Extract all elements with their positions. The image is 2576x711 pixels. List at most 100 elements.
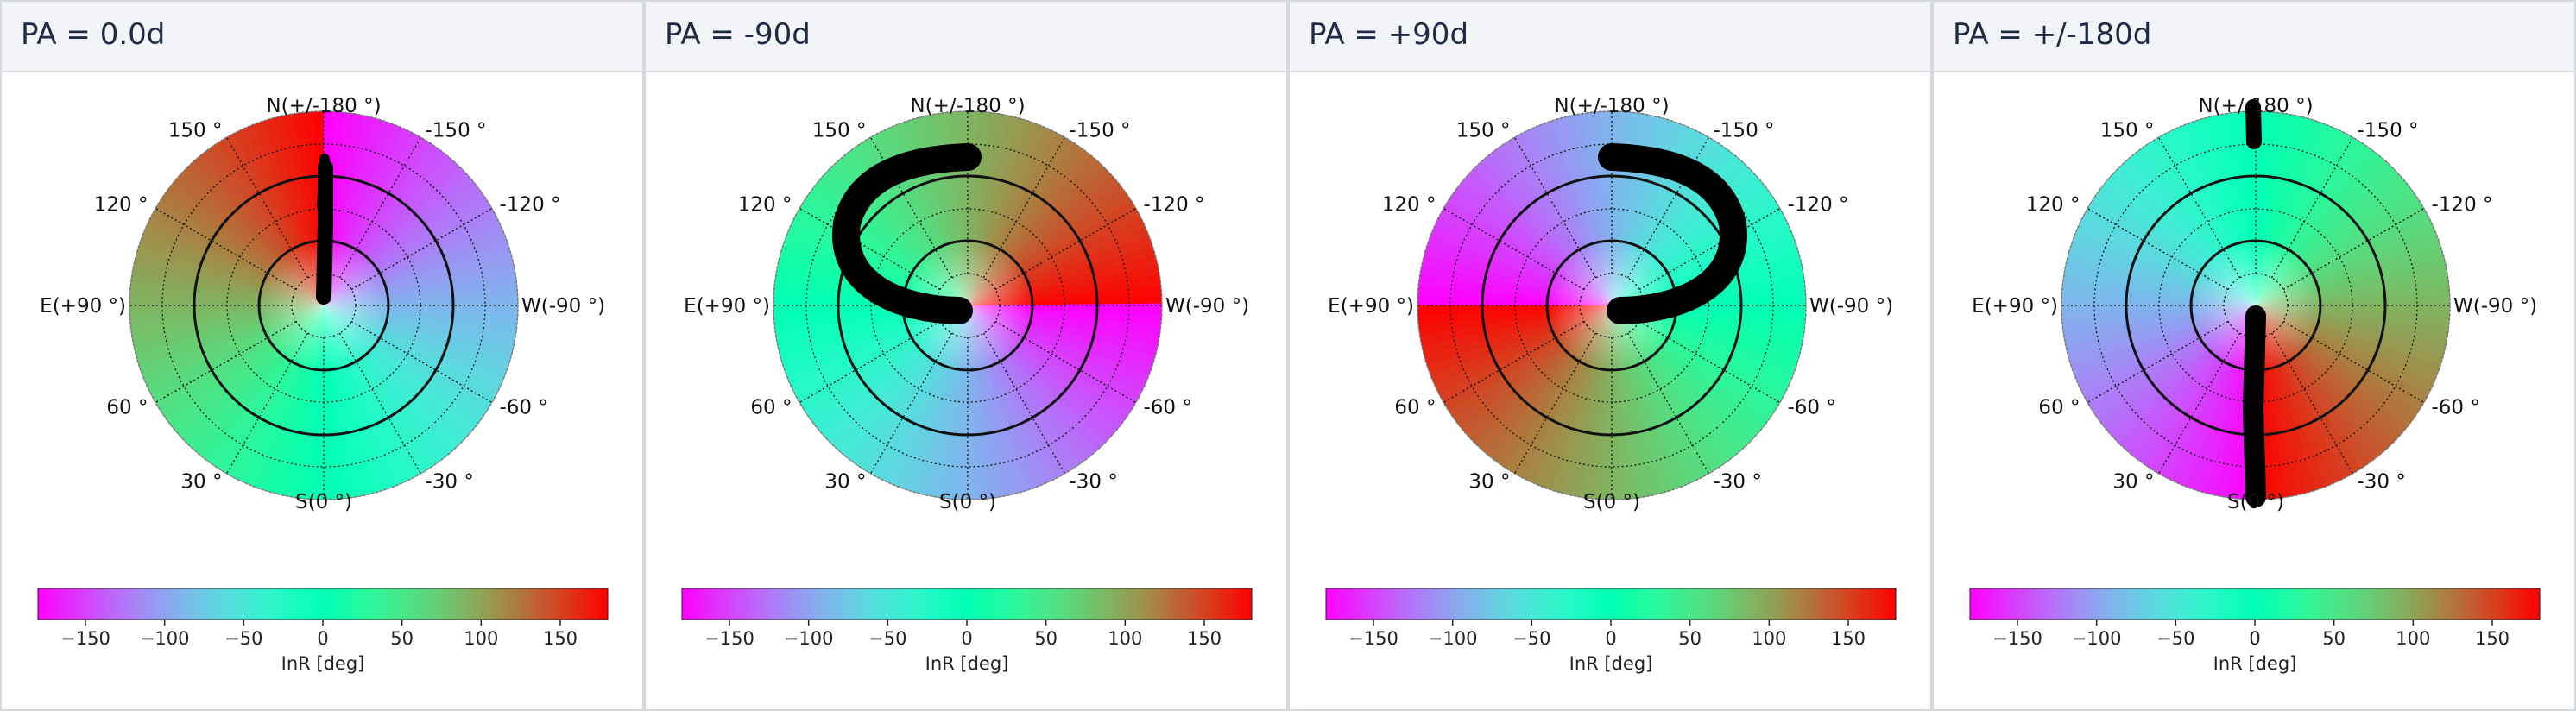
colorbar-tick-label: 0	[317, 628, 328, 649]
spoke-line	[2087, 320, 2229, 404]
colorbar-tick-label: 150	[543, 628, 578, 649]
label-west: W(-90 °)	[2453, 295, 2537, 318]
panel-header: PA = -90d	[646, 2, 1286, 72]
angle-label: -150 °	[426, 120, 487, 142]
colorbar-tick-label: −50	[2156, 628, 2194, 649]
label-south: S(0 °)	[1583, 491, 1640, 513]
label-west: W(-90 °)	[521, 295, 605, 318]
panel-pa-0: PA = 0.0d N(+/-180 °) S(0 °) E(+90 °) W(-90…	[0, 0, 644, 711]
angle-label: -30 °	[1714, 471, 1762, 494]
label-south: S(0 °)	[2227, 491, 2284, 513]
angle-label: 150 °	[812, 120, 867, 142]
angle-label: 60 °	[2038, 397, 2080, 419]
angle-label: 30 °	[2112, 471, 2154, 494]
angle-label: -60 °	[1788, 397, 1836, 419]
spoke-line	[338, 332, 422, 475]
colorbar	[1325, 588, 1897, 620]
track-path	[317, 154, 330, 211]
angle-label: -30 °	[2358, 471, 2406, 494]
angle-label: 60 °	[750, 397, 792, 419]
colorbar-tick-label: −100	[140, 628, 190, 649]
colorbar-tick-label: 100	[1108, 628, 1142, 649]
colorbar	[681, 588, 1253, 620]
colorbar	[37, 588, 609, 620]
panel-pa-plus-90: PA = +90d N(+/-180 °) S(0 °) E(+90 °) W(-90…	[1288, 0, 1932, 711]
track-path	[1598, 143, 1747, 324]
colorbar	[1969, 588, 2541, 620]
colorbar-tick-label: −100	[1428, 628, 1478, 649]
spoke-line	[1513, 332, 1597, 475]
panel-title: PA = -90d	[665, 17, 811, 52]
polar-chart-svg: N(+/-180 °) S(0 °) E(+90 °) W(-90 °) 150 ° -1…	[1325, 95, 1897, 674]
angle-label: -60 °	[1144, 397, 1192, 419]
spoke-line	[155, 320, 297, 404]
spoke-line	[2087, 207, 2229, 291]
label-west: W(-90 °)	[1165, 295, 1249, 318]
spoke-line	[1638, 320, 1781, 404]
angle-label: -60 °	[500, 397, 548, 419]
telescope-track	[316, 154, 333, 305]
panel-header: PA = +/-180d	[1934, 2, 2574, 72]
spoke-line	[2282, 207, 2425, 291]
angle-label: -60 °	[2432, 397, 2480, 419]
spoke-line	[350, 207, 493, 291]
spoke-line	[982, 136, 1066, 279]
label-east: E(+90 °)	[1328, 295, 1414, 318]
colorbar-tick-label: −100	[2072, 628, 2122, 649]
colorbar-tick-label: 50	[2322, 628, 2346, 649]
panel-pa-180: PA = +/-180d N(+/-180 °) S(0 °) E(+90 °) W(…	[1932, 0, 2576, 711]
polar-chart-svg: N(+/-180 °) S(0 °) E(+90 °) W(-90 °) 150 ° -1…	[1969, 95, 2541, 674]
outer-ring	[1417, 110, 1807, 500]
label-north: N(+/-180 °)	[1554, 95, 1669, 117]
spoke-line	[994, 320, 1137, 404]
center-fade	[129, 111, 518, 500]
colorbar-tick-label: −100	[784, 628, 834, 649]
polar-grid	[1417, 110, 1807, 500]
spoke-line	[338, 136, 422, 279]
spoke-line	[2270, 332, 2354, 475]
spoke-line	[1513, 136, 1597, 279]
label-east: E(+90 °)	[40, 295, 126, 318]
track-path	[2243, 305, 2266, 507]
angle-label: -150 °	[1070, 120, 1131, 142]
panel-title: PA = +90d	[1309, 17, 1469, 52]
colorbar-tick-label: 100	[464, 628, 498, 649]
colorbar-tick-label: 0	[961, 628, 972, 649]
solid-ring	[1481, 174, 1743, 437]
track-path	[832, 143, 982, 324]
colorbar-label: InR [deg]	[2213, 653, 2297, 674]
angle-label: 30 °	[180, 471, 222, 494]
angle-label: 60 °	[106, 397, 148, 419]
telescope-track	[2243, 99, 2266, 507]
spoke-line	[799, 207, 941, 291]
label-west: W(-90 °)	[1809, 295, 1893, 318]
colorbar-tick-label: 50	[1034, 628, 1058, 649]
angle-label: -120 °	[2432, 194, 2493, 217]
angle-label: 60 °	[1394, 397, 1436, 419]
angle-label: -120 °	[500, 194, 561, 217]
spoke-line	[2270, 136, 2354, 279]
solid-ring	[837, 174, 1099, 437]
colorbar-tick-label: −50	[1512, 628, 1550, 649]
colorbar-tick-label: −50	[224, 628, 262, 649]
colorbar-tick-label: 0	[2249, 628, 2260, 649]
panel-title: PA = 0.0d	[21, 17, 166, 52]
center-fade	[2061, 111, 2450, 500]
spoke-line	[982, 332, 1066, 475]
angle-label: 30 °	[824, 471, 866, 494]
spoke-line	[1626, 332, 1710, 475]
spoke-line	[2157, 136, 2241, 279]
angle-label: 150 °	[168, 120, 223, 142]
label-south: S(0 °)	[295, 491, 352, 513]
panel-title: PA = +/-180d	[1953, 17, 2152, 52]
spoke-line	[155, 207, 297, 291]
colorbar-tick-label: 0	[1605, 628, 1616, 649]
colorbar-tick-label: −150	[704, 628, 754, 649]
outer-ring	[773, 110, 1163, 500]
spoke-line	[1443, 207, 1585, 291]
spoke-line	[1638, 207, 1781, 291]
spoke-line	[350, 320, 493, 404]
telescope-track	[832, 143, 982, 324]
colorbar-tick-label: 150	[1187, 628, 1222, 649]
